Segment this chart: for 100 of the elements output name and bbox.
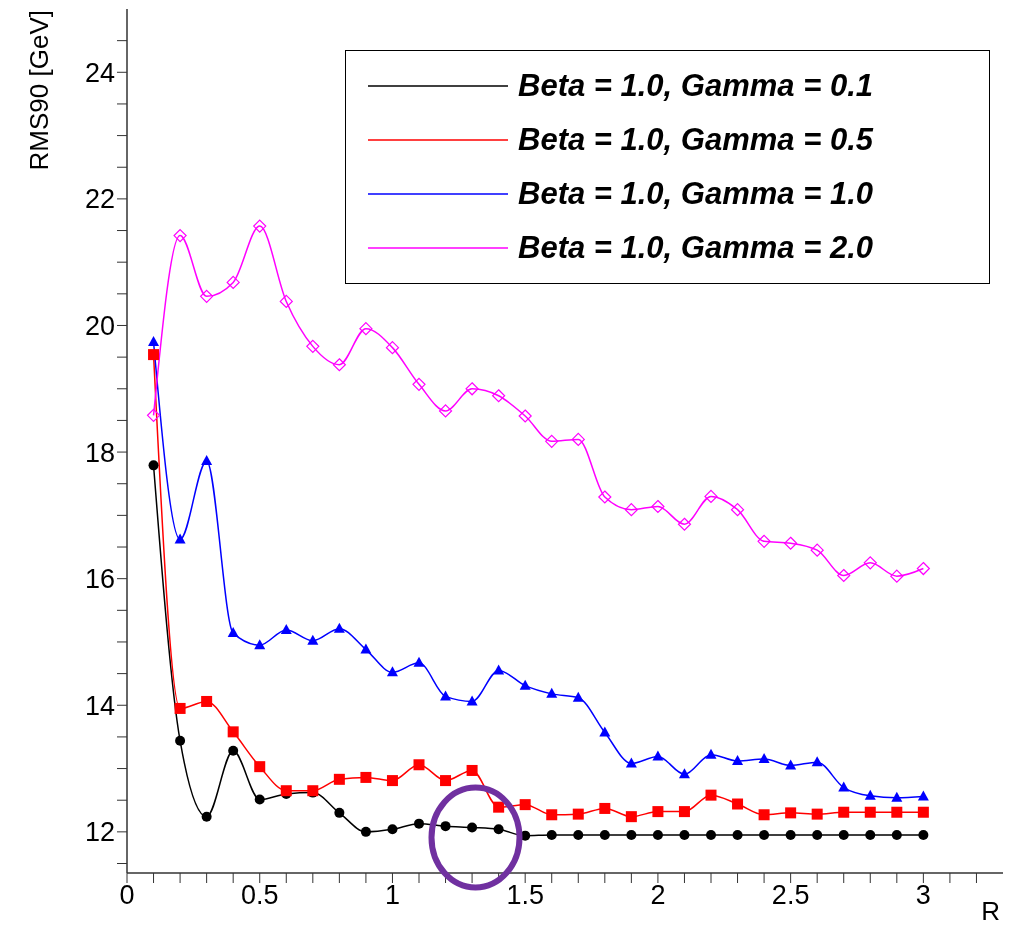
- point: [386, 666, 398, 677]
- point: [413, 656, 425, 667]
- point: [838, 781, 850, 792]
- point: [254, 639, 266, 650]
- point: [626, 830, 637, 841]
- point: [545, 434, 559, 448]
- point: [625, 757, 637, 768]
- point: [334, 807, 345, 818]
- point: [890, 569, 904, 583]
- point: [784, 536, 798, 550]
- point: [625, 811, 637, 823]
- point: [757, 534, 771, 548]
- point: [333, 622, 345, 633]
- point: [493, 801, 505, 813]
- y-tick-label: 18: [84, 437, 115, 468]
- point: [148, 349, 160, 361]
- point: [546, 809, 558, 821]
- point: [572, 691, 584, 702]
- point: [253, 219, 267, 233]
- y-tick-label: 14: [84, 690, 115, 721]
- y-tick-label: 20: [84, 311, 115, 342]
- point: [174, 533, 186, 544]
- point: [360, 643, 372, 654]
- point: [599, 726, 611, 737]
- point: [492, 389, 506, 403]
- point: [493, 824, 504, 835]
- point: [810, 543, 824, 557]
- point: [678, 768, 690, 779]
- point: [864, 789, 876, 800]
- point: [785, 759, 797, 770]
- point: [546, 687, 558, 698]
- point: [307, 634, 319, 645]
- x-tick-label: 0.5: [240, 880, 279, 911]
- point: [412, 377, 426, 391]
- point: [865, 830, 876, 841]
- point: [732, 798, 744, 810]
- x-tick-label: 1: [384, 880, 400, 911]
- point: [705, 748, 717, 759]
- point: [838, 830, 849, 841]
- point: [385, 341, 400, 355]
- point: [917, 790, 929, 801]
- point: [573, 830, 584, 841]
- point: [730, 503, 745, 517]
- point: [891, 791, 903, 802]
- point: [440, 821, 451, 832]
- legend-label: Beta = 1.0, Gamma = 1.0: [518, 176, 873, 212]
- y-tick-label: 16: [84, 564, 115, 595]
- point: [386, 775, 398, 787]
- y-tick-label: 12: [84, 817, 115, 848]
- point: [651, 499, 665, 514]
- point: [254, 794, 265, 805]
- y-axis-title: RMS90 [GeV]: [24, 10, 54, 171]
- x-tick-label: 1.5: [506, 880, 544, 911]
- point: [706, 830, 716, 841]
- x-tick-label: 2: [650, 880, 666, 911]
- point: [333, 773, 345, 785]
- point: [173, 229, 187, 243]
- point: [387, 824, 398, 835]
- point: [493, 664, 505, 675]
- y-tick-label: 22: [84, 184, 115, 215]
- point: [440, 690, 452, 701]
- point: [679, 830, 690, 841]
- point: [360, 826, 371, 837]
- point: [652, 750, 664, 761]
- point: [466, 764, 478, 776]
- point: [759, 830, 770, 841]
- point: [466, 695, 478, 706]
- point: [864, 806, 876, 818]
- point: [546, 830, 557, 841]
- point: [359, 322, 373, 336]
- point: [519, 799, 531, 811]
- x-tick-label: 2.5: [771, 880, 810, 911]
- point: [571, 432, 585, 447]
- y-tick-label: 24: [84, 57, 115, 88]
- point: [891, 806, 903, 818]
- point: [863, 556, 877, 570]
- point: [785, 807, 797, 819]
- x-tick-label: 0: [119, 880, 135, 911]
- point: [306, 339, 320, 353]
- point: [652, 806, 664, 818]
- point: [599, 830, 610, 841]
- point: [598, 490, 612, 504]
- point: [280, 623, 292, 634]
- point: [148, 335, 160, 346]
- point: [785, 830, 796, 841]
- point: [812, 830, 823, 841]
- point: [758, 753, 770, 764]
- point: [227, 726, 239, 738]
- legend-label: Beta = 1.0, Gamma = 0.5: [518, 122, 873, 158]
- point: [732, 830, 743, 841]
- point: [624, 503, 638, 517]
- point: [438, 404, 453, 418]
- point: [226, 275, 240, 290]
- point: [917, 806, 929, 818]
- point: [440, 775, 452, 787]
- legend-label: Beta = 1.0, Gamma = 0.1: [518, 68, 873, 104]
- point: [837, 568, 851, 583]
- point: [254, 761, 266, 773]
- point: [891, 830, 902, 841]
- point: [201, 454, 213, 465]
